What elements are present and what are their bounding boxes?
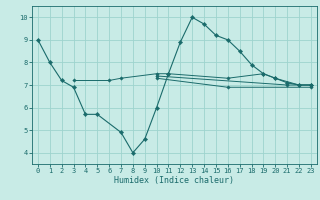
X-axis label: Humidex (Indice chaleur): Humidex (Indice chaleur) <box>115 176 234 185</box>
